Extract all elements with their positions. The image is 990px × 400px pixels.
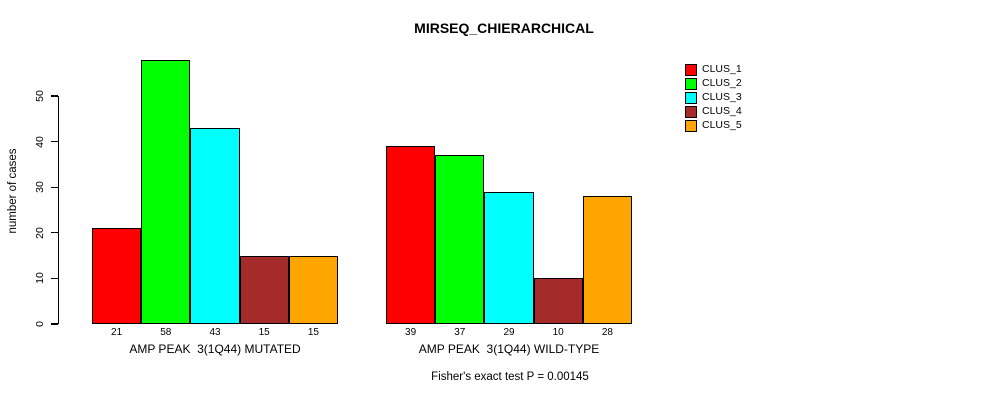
legend-row: CLUS_1: [685, 63, 742, 76]
legend-row: CLUS_2: [685, 77, 742, 90]
legend-label: CLUS_2: [702, 77, 742, 89]
legend-label: CLUS_5: [702, 119, 742, 131]
bar-value-label: 29: [503, 327, 515, 338]
bar-clus_2-group2: [435, 155, 485, 324]
bar-clus_3-group1: [190, 127, 240, 324]
y-tick-label: 20: [34, 226, 46, 239]
bar-value-label: 10: [552, 327, 564, 338]
y-tick: [51, 277, 58, 279]
y-axis-label: number of cases: [7, 148, 19, 234]
bar-value-label: 21: [111, 327, 123, 338]
y-axis-line: [58, 96, 60, 324]
bar-value-label: 28: [601, 327, 613, 338]
chart-title: MIRSEQ_CHIERARCHICAL: [414, 20, 594, 36]
legend-label: CLUS_3: [702, 91, 742, 103]
legend-swatch-clus_3: [685, 91, 697, 104]
legend-label: CLUS_1: [702, 63, 742, 75]
bar-clus_4-group1: [239, 255, 289, 324]
legend-swatch-clus_4: [685, 105, 697, 118]
legend-row: CLUS_5: [685, 119, 742, 132]
y-tick-label: 10: [34, 272, 46, 285]
bar-value-label: 58: [160, 327, 172, 338]
y-tick: [51, 323, 58, 325]
bar-value-label: 15: [307, 327, 319, 338]
chart-subtitle: Fisher's exact test P = 0.00145: [431, 371, 589, 383]
y-tick: [51, 95, 58, 97]
bar-clus_3-group2: [484, 191, 534, 324]
legend: CLUS_1 CLUS_2 CLUS_3 CLUS_4 CLUS_5: [685, 63, 742, 134]
legend-swatch-clus_1: [685, 63, 697, 76]
bar-value-label: 15: [258, 327, 270, 338]
y-tick: [51, 232, 58, 234]
legend-swatch-clus_5: [685, 119, 697, 132]
group-label: AMP PEAK 3(1Q44) MUTATED: [129, 342, 301, 356]
legend-label: CLUS_4: [702, 105, 742, 117]
y-tick-label: 50: [34, 90, 46, 102]
group-label: AMP PEAK 3(1Q44) WILD-TYPE: [418, 342, 600, 356]
bar-clus_1-group1: [92, 228, 142, 324]
bar-clus_1-group2: [386, 146, 436, 324]
legend-swatch-clus_2: [685, 77, 697, 90]
bar-value-label: 39: [405, 327, 417, 338]
bar-clus_5-group2: [582, 196, 632, 324]
y-tick-label: 0: [34, 321, 46, 327]
bar-clus_4-group2: [533, 278, 583, 324]
bar-value-label: 37: [454, 327, 466, 338]
y-tick-label: 40: [34, 135, 46, 148]
y-tick-label: 30: [34, 181, 46, 194]
y-tick: [51, 186, 58, 188]
bar-clus_5-group1: [288, 255, 338, 324]
y-tick: [51, 141, 58, 143]
bar-clus_2-group1: [141, 59, 191, 324]
legend-row: CLUS_4: [685, 105, 742, 118]
legend-row: CLUS_3: [685, 91, 742, 104]
bar-value-label: 43: [209, 327, 221, 338]
